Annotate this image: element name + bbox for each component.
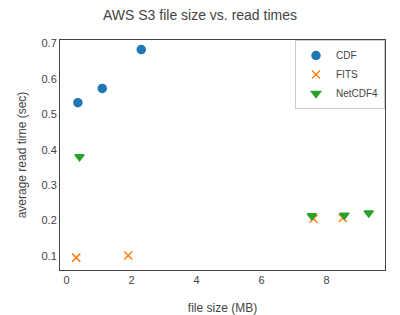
svg-text:FITS: FITS xyxy=(336,69,358,80)
svg-text:0.3: 0.3 xyxy=(42,179,57,191)
svg-text:0.5: 0.5 xyxy=(42,108,57,120)
svg-text:CDF: CDF xyxy=(336,50,357,61)
svg-text:0.6: 0.6 xyxy=(42,73,57,85)
svg-text:6: 6 xyxy=(258,274,264,286)
svg-text:NetCDF4: NetCDF4 xyxy=(336,88,378,99)
svg-text:4: 4 xyxy=(193,274,199,286)
svg-text:0: 0 xyxy=(63,274,69,286)
svg-text:file size (MB): file size (MB) xyxy=(188,301,257,315)
svg-text:0.2: 0.2 xyxy=(42,214,57,226)
svg-text:average read time (sec): average read time (sec) xyxy=(15,92,29,219)
svg-text:AWS S3 file size vs. read time: AWS S3 file size vs. read times xyxy=(103,7,297,23)
svg-text:0.4: 0.4 xyxy=(42,144,57,156)
svg-text:8: 8 xyxy=(323,274,329,286)
svg-text:0.1: 0.1 xyxy=(42,250,57,262)
svg-text:2: 2 xyxy=(128,274,134,286)
svg-text:0.7: 0.7 xyxy=(42,37,57,49)
